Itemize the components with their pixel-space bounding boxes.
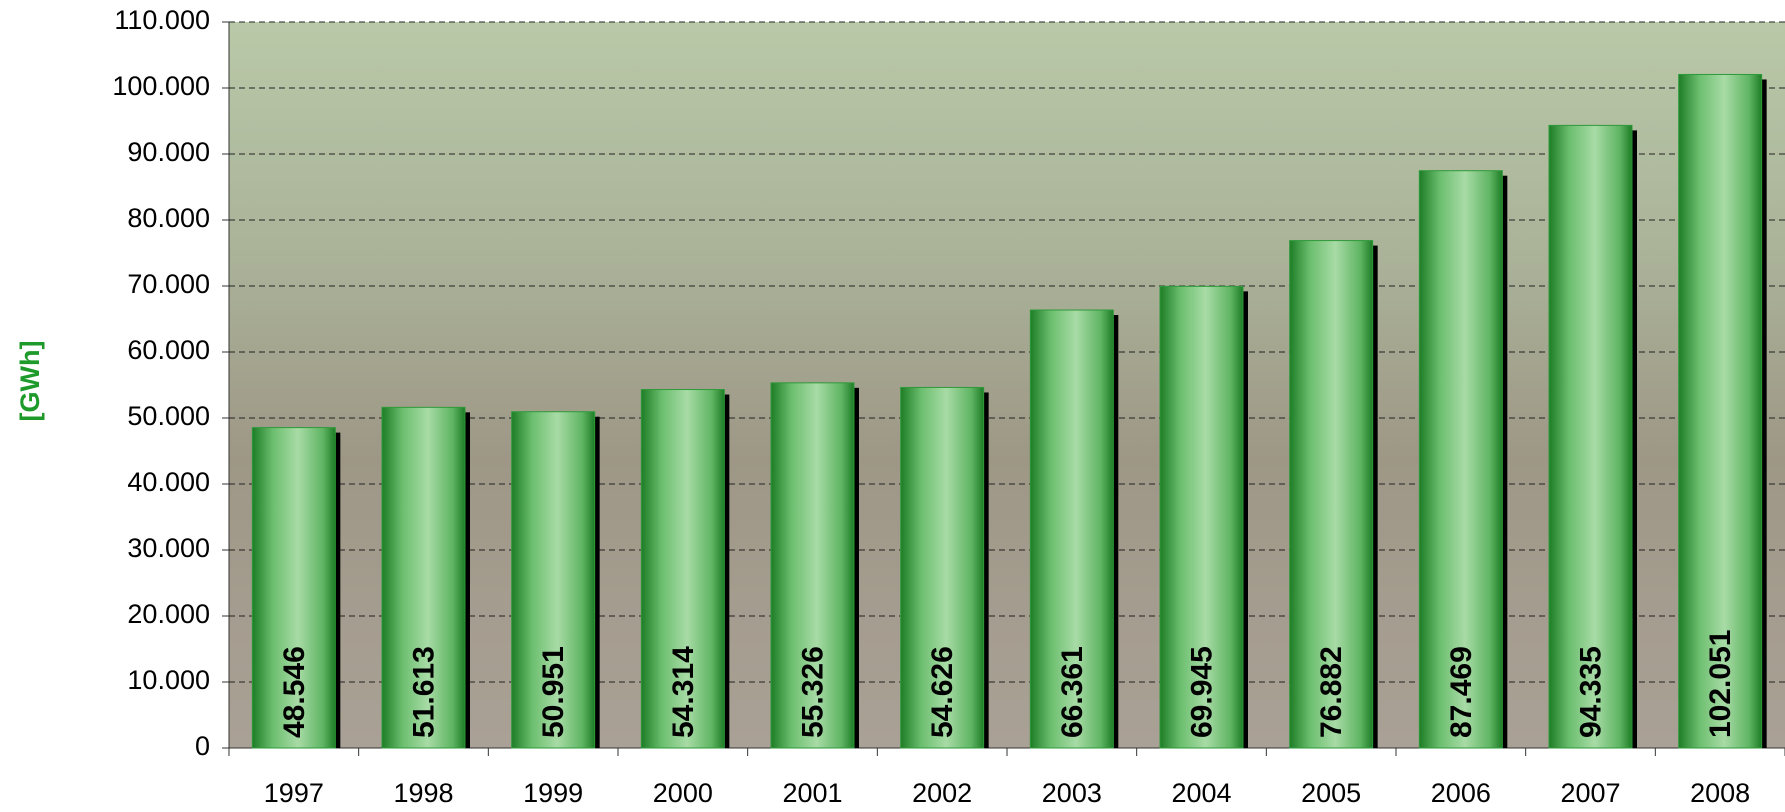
y-tick-label: 100.000: [112, 71, 210, 101]
value-label: 69.945: [1185, 646, 1218, 738]
y-tick-label: 90.000: [127, 137, 210, 167]
y-tick-label: 50.000: [127, 401, 210, 431]
value-label: 48.546: [278, 646, 311, 738]
x-tick-label: 2004: [1171, 778, 1231, 808]
y-tick-label: 0: [195, 731, 210, 761]
x-tick-label: 1999: [523, 778, 583, 808]
value-label: 94.335: [1574, 646, 1607, 738]
value-label: 50.951: [537, 646, 570, 738]
value-label: 87.469: [1445, 646, 1478, 738]
y-tick-label: 10.000: [127, 665, 210, 695]
y-tick-label: 40.000: [127, 467, 210, 497]
value-label: 54.626: [926, 646, 959, 738]
value-label: 55.326: [796, 646, 829, 738]
value-label: 51.613: [407, 646, 440, 738]
y-tick-label: 30.000: [127, 533, 210, 563]
x-tick-label: 1998: [393, 778, 453, 808]
x-tick-label: 2007: [1560, 778, 1620, 808]
x-tick-label: 2000: [653, 778, 713, 808]
y-tick-label: 80.000: [127, 203, 210, 233]
y-tick-label: 110.000: [114, 5, 210, 35]
page: [GWh] 0 10.000 20.000 30.000 40.000 50.000 60.…: [0, 0, 1785, 812]
x-tick-label: 2003: [1042, 778, 1102, 808]
chart: [GWh] 0 10.000 20.000 30.000 40.000 50.000 60.…: [0, 0, 1785, 812]
y-tick-label: 70.000: [127, 269, 210, 299]
x-tick-label: 2002: [912, 778, 972, 808]
x-tick-label: 2005: [1301, 778, 1361, 808]
value-label: 54.314: [667, 646, 700, 738]
y-tick-label: 20.000: [127, 599, 210, 629]
y-axis-title: [GWh]: [15, 341, 45, 422]
value-label: 102.051: [1704, 630, 1737, 738]
x-tick-label: 1997: [264, 778, 324, 808]
x-tick-label: 2006: [1431, 778, 1491, 808]
value-label: 66.361: [1056, 646, 1089, 738]
x-tick-label: 2001: [782, 778, 842, 808]
x-tick-label: 2008: [1690, 778, 1750, 808]
value-label: 76.882: [1315, 646, 1348, 738]
y-tick-label: 60.000: [127, 335, 210, 365]
